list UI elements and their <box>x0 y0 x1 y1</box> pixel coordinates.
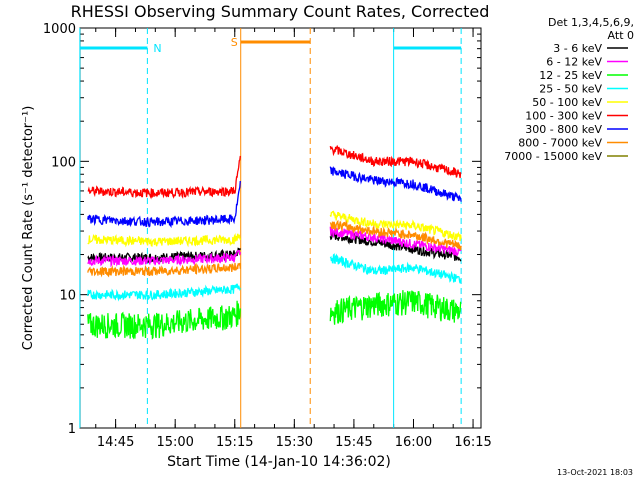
legend-label: 50 - 100 keV <box>532 96 602 109</box>
x-tick-label: 15:30 <box>276 435 313 450</box>
legend-label: 12 - 25 keV <box>539 69 602 82</box>
x-axis-title: Start Time (14-Jan-10 14:36:02) <box>167 454 391 470</box>
annotation-label: S <box>231 36 238 49</box>
x-tick-label: 15:00 <box>156 435 193 450</box>
y-tick-label: 1 <box>68 422 76 437</box>
x-axis: 14:45 15:00 15:15 15:30 15:45 16:00 16:15 <box>95 28 492 450</box>
x-tick-label: 15:45 <box>335 435 372 450</box>
series-line-1 <box>87 226 462 268</box>
series-line-6 <box>87 165 462 229</box>
series-line-4 <box>87 210 462 248</box>
y-tick-label: 1000 <box>43 22 76 37</box>
x-tick-label: 14:45 <box>97 435 134 450</box>
y-axis-title: Corrected Count Rate (s⁻¹ detector⁻¹) <box>21 106 36 351</box>
series-line-2 <box>87 290 462 340</box>
series-line-3 <box>87 253 462 302</box>
x-tick-label: 16:00 <box>395 435 432 450</box>
legend-label: 300 - 800 keV <box>525 123 602 136</box>
legend-label: 800 - 7000 keV <box>518 137 602 150</box>
legend-label: 3 - 6 keV <box>553 42 602 55</box>
series-line-7 <box>87 219 462 278</box>
legend-label: 100 - 300 keV <box>525 110 602 123</box>
legend-label: 25 - 50 keV <box>539 83 602 96</box>
series-lines <box>87 144 462 340</box>
x-tick-label: 16:15 <box>454 435 491 450</box>
legend-header: Att 0 <box>608 29 634 42</box>
y-axis: 1 10 100 1000 <box>43 22 481 437</box>
y-tick-label: 10 <box>59 289 76 304</box>
legend-label: 6 - 12 keV <box>546 56 602 69</box>
chart-title: RHESSI Observing Summary Count Rates, Co… <box>71 2 490 21</box>
x-tick-label: 15:15 <box>216 435 253 450</box>
legend-header: Det 1,3,4,5,6,9, <box>548 16 634 29</box>
y-tick-label: 100 <box>51 155 76 170</box>
footer-date: 13-Oct-2021 18:03 <box>557 468 633 477</box>
legend-label: 7000 - 15000 keV <box>504 150 602 163</box>
series-line-5 <box>87 144 462 200</box>
annotation-label: N <box>153 42 161 55</box>
